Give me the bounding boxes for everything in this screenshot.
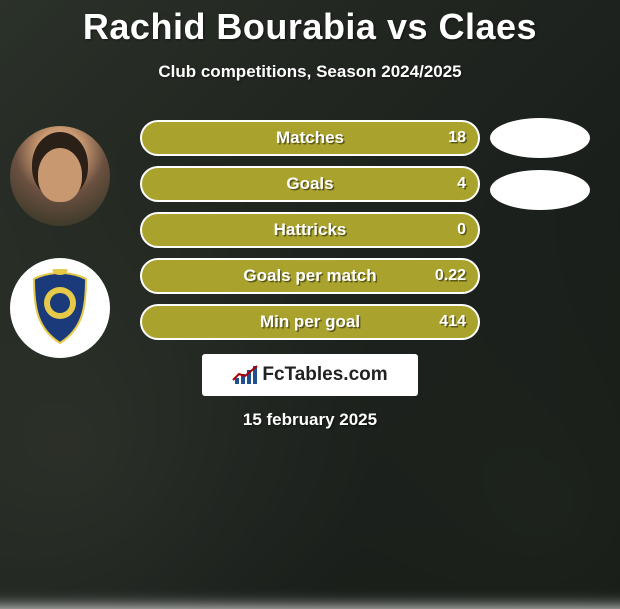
crest-icon (24, 269, 96, 347)
stat-label: Goals (286, 174, 333, 194)
stat-value: 18 (448, 129, 466, 147)
stat-label: Min per goal (260, 312, 360, 332)
player2-pill (490, 118, 590, 158)
fctables-logo-icon (232, 364, 258, 386)
stat-label: Matches (276, 128, 344, 148)
stat-value: 0.22 (435, 267, 466, 285)
player2-club-crest (10, 258, 110, 358)
stat-row: Goals per match 0.22 (140, 258, 480, 294)
stat-row: Min per goal 414 (140, 304, 480, 340)
stat-label: Goals per match (243, 266, 376, 286)
stat-value: 0 (457, 221, 466, 239)
logo-box: FcTables.com (202, 354, 418, 396)
date-label: 15 february 2025 (0, 410, 620, 430)
stat-value: 4 (457, 175, 466, 193)
stats-container: Matches 18 Goals 4 Hattricks 0 Goals per match… (140, 120, 480, 350)
stat-row: Hattricks 0 (140, 212, 480, 248)
stat-label: Hattricks (274, 220, 347, 240)
stat-row: Matches 18 (140, 120, 480, 156)
page-subtitle: Club competitions, Season 2024/2025 (0, 62, 620, 82)
player2-pill (490, 170, 590, 210)
stat-row: Goals 4 (140, 166, 480, 202)
logo-text: FcTables.com (262, 364, 387, 386)
page-title: Rachid Bourabia vs Claes (0, 0, 620, 48)
content: Rachid Bourabia vs Claes Club competitio… (0, 0, 620, 82)
player1-avatar (10, 126, 110, 226)
stat-value: 414 (439, 313, 466, 331)
